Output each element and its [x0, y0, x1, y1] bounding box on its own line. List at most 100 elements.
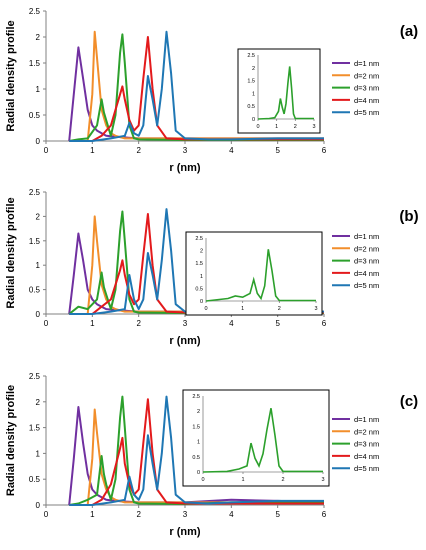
inset-x-tick-label: 0: [204, 306, 207, 312]
x-axis-title: r (nm): [169, 526, 201, 538]
inset-y-tick-label: 2: [252, 66, 255, 72]
x-tick-label: 5: [275, 319, 280, 328]
legend-label-4: d=4 nm: [354, 96, 379, 105]
inset-y-tick-label: 1: [197, 440, 200, 446]
inset-x-tick-label: 2: [278, 306, 281, 312]
x-tick-label: 4: [229, 319, 234, 328]
chart-panel-2: 0 0.5 1 1.5 2 2.5 0 1 2 3 4 5 6 r (nm) Radial density …: [5, 188, 419, 347]
x-tick-label: 2: [136, 319, 141, 328]
inset-x-tick-label: 2: [281, 477, 284, 483]
inset-x-tick-label: 3: [314, 306, 317, 312]
y-tick-label: 1.5: [29, 59, 41, 68]
x-tick-label: 0: [44, 510, 49, 519]
legend-label-4: d=4 nm: [354, 269, 379, 278]
y-tick-label: 1.5: [29, 424, 41, 433]
inset-frame: [237, 48, 321, 134]
legend-label-5: d=5 nm: [354, 108, 379, 117]
legend-label-2: d=2 nm: [354, 71, 379, 80]
series-line-4: [69, 398, 324, 506]
inset-y-tick-label: 1: [200, 274, 203, 280]
series-line-3: [69, 395, 324, 506]
legend-label-1: d=1 nm: [354, 415, 379, 424]
inset-x-tick-label: 1: [241, 306, 244, 312]
series-line-4: [69, 36, 324, 142]
legend: d=1 nm d=2 nm d=3 nm d=4 nm d=5 nm: [332, 59, 379, 117]
inset-x-tick-label: 3: [312, 124, 315, 130]
x-tick-label: 3: [183, 510, 188, 519]
y-tick-label: 0: [36, 310, 41, 319]
legend-label-3: d=3 nm: [354, 84, 379, 93]
y-tick-label: 2: [36, 398, 41, 407]
inset-y-tick-label: 0: [197, 470, 200, 476]
series-line-1: [68, 406, 325, 506]
x-tick-label: 4: [229, 146, 234, 155]
inset-y-tick-label: 1: [252, 91, 255, 97]
y-tick-label: 2.5: [29, 7, 41, 16]
panel-label: (c): [400, 393, 418, 410]
y-tick-label: 1.5: [29, 237, 41, 246]
x-tick-label: 2: [136, 146, 141, 155]
y-tick-label: 2: [36, 33, 41, 42]
inset-x-tick-label: 0: [256, 124, 259, 130]
inset-series-line: [205, 249, 316, 302]
y-tick-label: 0: [36, 501, 41, 510]
inset-y-tick-label: 0.5: [247, 104, 255, 110]
inset-x-tick-label: 0: [201, 477, 204, 483]
inset-y-tick-label: 2: [197, 409, 200, 415]
series-line-4: [69, 213, 324, 315]
inset-y-tick-label: 0.5: [195, 286, 203, 292]
inset-plot: 0 0.5 1 1.5 2 2.5 0 1 2 3: [185, 231, 323, 316]
y-tick-label: 2.5: [29, 372, 41, 381]
inset-y-tick-label: 2.5: [192, 394, 200, 400]
chart-panel-3: 0 0.5 1 1.5 2 2.5 0 1 2 3 4 5 6 r (nm) Radial density …: [5, 372, 418, 538]
x-tick-label: 5: [275, 510, 280, 519]
x-tick-label: 6: [322, 319, 327, 328]
inset-y-tick-label: 2.5: [247, 53, 255, 59]
x-tick-label: 3: [183, 319, 188, 328]
inset-series-line: [257, 66, 314, 120]
inset-y-tick-label: 0.5: [192, 455, 200, 461]
y-tick-label: 2: [36, 212, 41, 221]
inset-y-tick-label: 1.5: [192, 424, 200, 430]
legend: d=1 nm d=2 nm d=3 nm d=4 nm d=5 nm: [332, 415, 379, 473]
y-tick-label: 1: [36, 85, 41, 94]
series-line-3: [69, 33, 324, 142]
inset-y-tick-label: 1.5: [247, 79, 255, 85]
series-line-5: [69, 30, 324, 142]
y-tick-label: 0.5: [29, 475, 41, 484]
legend-label-1: d=1 nm: [354, 59, 379, 68]
y-tick-label: 0: [36, 137, 41, 146]
inset-plot: 0 0.5 1 1.5 2 2.5 0 1 2 3: [182, 389, 330, 487]
legend-label-2: d=2 nm: [354, 244, 379, 253]
series-line-3: [68, 210, 324, 315]
legend-label-3: d=3 nm: [354, 257, 379, 266]
series-line-5: [69, 395, 324, 506]
y-tick-label: 1: [36, 449, 41, 458]
inset-x-tick-label: 1: [275, 124, 278, 130]
inset-series-line: [202, 408, 323, 473]
x-tick-label: 6: [322, 146, 327, 155]
y-axis-title: Radial density profile: [5, 20, 17, 131]
inset-x-tick-label: 1: [241, 477, 244, 483]
legend: d=1 nm d=2 nm d=3 nm d=4 nm d=5 nm: [332, 232, 379, 290]
x-tick-label: 5: [275, 146, 280, 155]
x-tick-label: 1: [90, 319, 95, 328]
x-tick-label: 1: [90, 510, 95, 519]
inset-x-tick-label: 3: [321, 477, 324, 483]
inset-y-tick-label: 0: [200, 299, 203, 305]
legend-label-5: d=5 nm: [354, 464, 379, 473]
x-tick-label: 6: [322, 510, 327, 519]
legend-label-5: d=5 nm: [354, 281, 379, 290]
x-tick-label: 2: [136, 510, 141, 519]
legend-label-3: d=3 nm: [354, 440, 379, 449]
x-axis-title: r (nm): [169, 335, 201, 347]
x-tick-label: 0: [44, 146, 49, 155]
x-tick-label: 1: [90, 146, 95, 155]
y-tick-label: 0.5: [29, 111, 41, 120]
y-axis-title: Radial density profile: [5, 197, 17, 308]
chart-panel-1: 0 0.5 1 1.5 2 2.5 0 1 2 3 4 5 6 r (nm) Radial density …: [5, 7, 418, 174]
inset-frame: [182, 389, 330, 487]
y-axis-title: Radial density profile: [5, 385, 17, 496]
panel-label: (a): [400, 23, 418, 40]
